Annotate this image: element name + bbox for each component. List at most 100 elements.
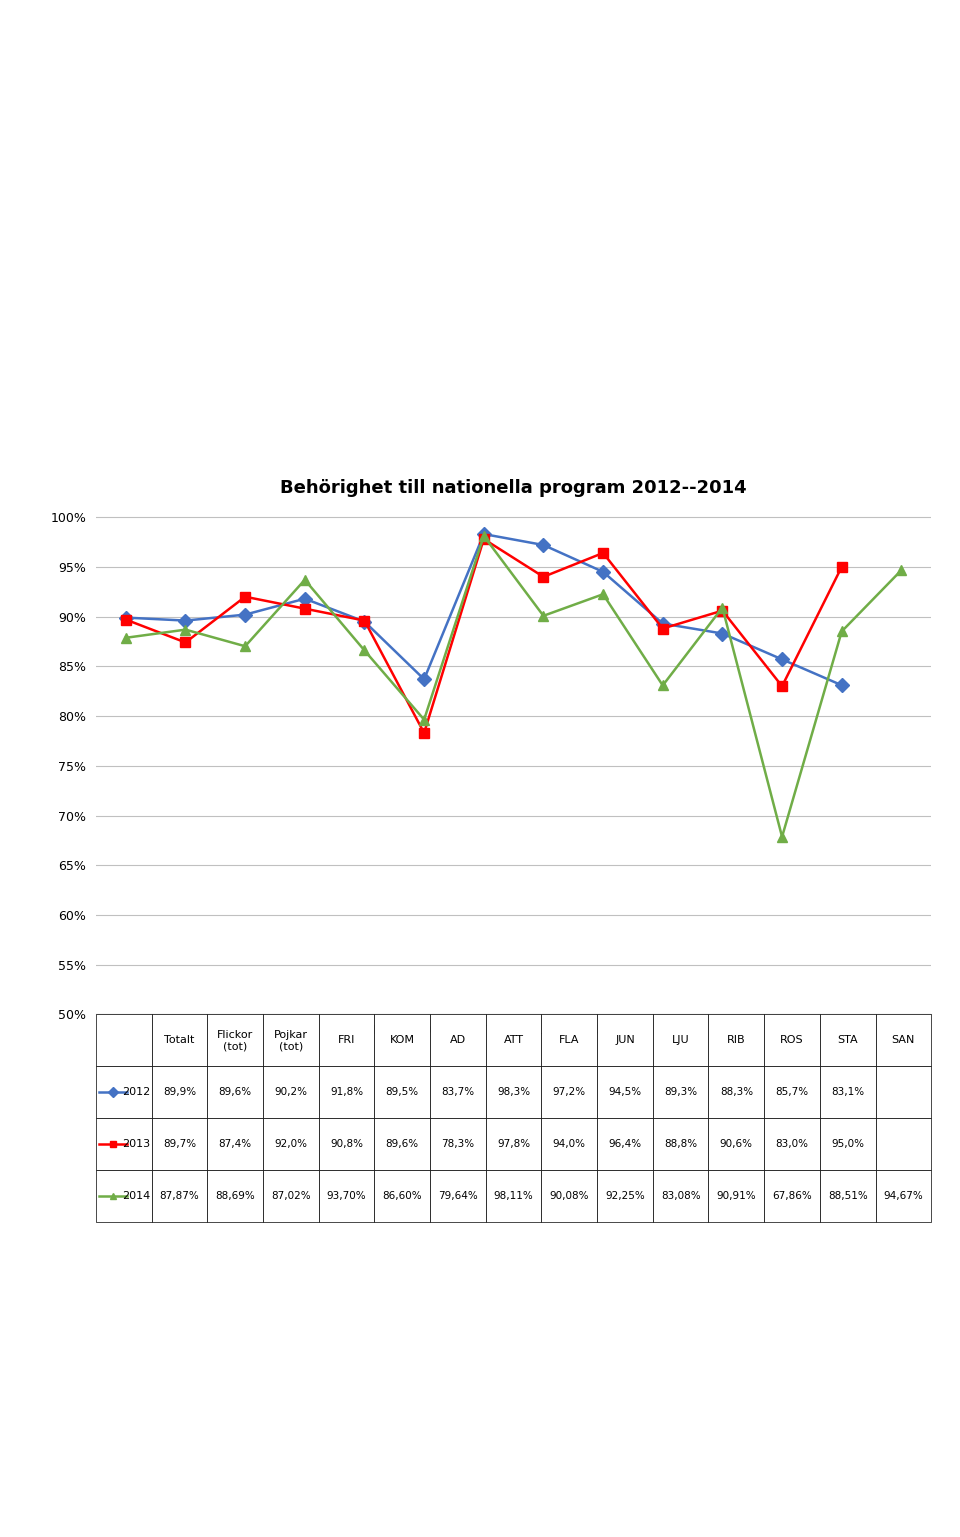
Text: Pojkar
(tot): Pojkar (tot) xyxy=(274,1030,308,1051)
2014 xyxy=(239,636,251,655)
Text: 98,3%: 98,3% xyxy=(497,1087,530,1097)
Text: 94,67%: 94,67% xyxy=(883,1191,924,1200)
Bar xyxy=(486,1170,541,1222)
Bar xyxy=(820,1119,876,1170)
Bar xyxy=(319,1014,374,1067)
Bar xyxy=(207,1067,263,1119)
Bar xyxy=(876,1014,931,1067)
Text: 88,69%: 88,69% xyxy=(215,1191,255,1200)
Text: 98,11%: 98,11% xyxy=(493,1191,534,1200)
Text: 91,8%: 91,8% xyxy=(330,1087,363,1097)
Text: STA: STA xyxy=(837,1036,858,1045)
Bar xyxy=(764,1119,820,1170)
Text: 89,6%: 89,6% xyxy=(219,1087,252,1097)
Bar xyxy=(207,1119,263,1170)
Text: 78,3%: 78,3% xyxy=(442,1139,474,1150)
Bar xyxy=(764,1014,820,1067)
Text: 89,3%: 89,3% xyxy=(664,1087,697,1097)
2014 xyxy=(359,641,371,659)
Bar xyxy=(708,1067,764,1119)
2012 xyxy=(120,609,132,627)
Text: 83,0%: 83,0% xyxy=(776,1139,808,1150)
Bar xyxy=(374,1170,430,1222)
2014 xyxy=(120,629,132,647)
Text: 94,0%: 94,0% xyxy=(553,1139,586,1150)
2014 xyxy=(896,561,907,579)
Text: 92,0%: 92,0% xyxy=(275,1139,307,1150)
2012 xyxy=(478,524,490,543)
Bar xyxy=(597,1170,653,1222)
2012 xyxy=(180,612,191,630)
Bar xyxy=(597,1067,653,1119)
Line: 2014: 2014 xyxy=(121,532,906,842)
Bar xyxy=(541,1067,597,1119)
Bar xyxy=(263,1067,319,1119)
2014 xyxy=(836,622,848,641)
Bar xyxy=(541,1170,597,1222)
Text: 87,87%: 87,87% xyxy=(159,1191,200,1200)
2014 xyxy=(478,527,490,546)
Bar xyxy=(152,1119,207,1170)
2013 xyxy=(419,724,430,742)
Text: LJU: LJU xyxy=(672,1036,689,1045)
Bar xyxy=(764,1067,820,1119)
Text: SAN: SAN xyxy=(892,1036,915,1045)
Text: 97,8%: 97,8% xyxy=(497,1139,530,1150)
Text: 97,2%: 97,2% xyxy=(553,1087,586,1097)
Text: 96,4%: 96,4% xyxy=(609,1139,641,1150)
Bar xyxy=(319,1170,374,1222)
Bar xyxy=(653,1119,708,1170)
Bar xyxy=(374,1014,430,1067)
2013 xyxy=(538,567,549,586)
2013 xyxy=(836,558,848,576)
Bar xyxy=(820,1170,876,1222)
Bar xyxy=(876,1170,931,1222)
Text: Flickor
(tot): Flickor (tot) xyxy=(217,1030,253,1051)
Text: KOM: KOM xyxy=(390,1036,415,1045)
2012 xyxy=(597,563,609,581)
Bar xyxy=(876,1067,931,1119)
Bar xyxy=(541,1014,597,1067)
Bar xyxy=(207,1014,263,1067)
Text: 90,8%: 90,8% xyxy=(330,1139,363,1150)
Bar xyxy=(708,1170,764,1222)
Text: 89,6%: 89,6% xyxy=(386,1139,419,1150)
Bar xyxy=(653,1170,708,1222)
2012 xyxy=(239,606,251,624)
Text: 88,51%: 88,51% xyxy=(828,1191,868,1200)
Text: 88,3%: 88,3% xyxy=(720,1087,753,1097)
Bar xyxy=(152,1170,207,1222)
Bar xyxy=(486,1119,541,1170)
Bar xyxy=(152,1014,207,1067)
2014 xyxy=(716,598,728,616)
Bar xyxy=(96,1170,152,1222)
Text: 85,7%: 85,7% xyxy=(776,1087,808,1097)
Line: 2013: 2013 xyxy=(121,535,847,738)
Bar xyxy=(597,1014,653,1067)
2013 xyxy=(120,610,132,629)
Bar xyxy=(486,1014,541,1067)
Text: 87,4%: 87,4% xyxy=(219,1139,252,1150)
Bar xyxy=(876,1119,931,1170)
2012 xyxy=(538,536,549,555)
2014 xyxy=(419,710,430,729)
Text: RIB: RIB xyxy=(727,1036,746,1045)
Bar xyxy=(374,1067,430,1119)
Text: 88,8%: 88,8% xyxy=(664,1139,697,1150)
2012 xyxy=(777,650,788,669)
Bar xyxy=(263,1170,319,1222)
2013 xyxy=(597,544,609,563)
Bar xyxy=(96,1014,152,1067)
Bar xyxy=(96,1119,152,1170)
Text: 2014: 2014 xyxy=(122,1191,150,1200)
Bar xyxy=(374,1119,430,1170)
Bar xyxy=(708,1119,764,1170)
Text: 92,25%: 92,25% xyxy=(605,1191,645,1200)
2013 xyxy=(299,599,310,618)
Bar xyxy=(430,1014,486,1067)
Bar xyxy=(96,1067,152,1119)
2014 xyxy=(180,621,191,639)
Text: 94,5%: 94,5% xyxy=(609,1087,641,1097)
2012 xyxy=(836,676,848,695)
Text: AD: AD xyxy=(450,1036,466,1045)
